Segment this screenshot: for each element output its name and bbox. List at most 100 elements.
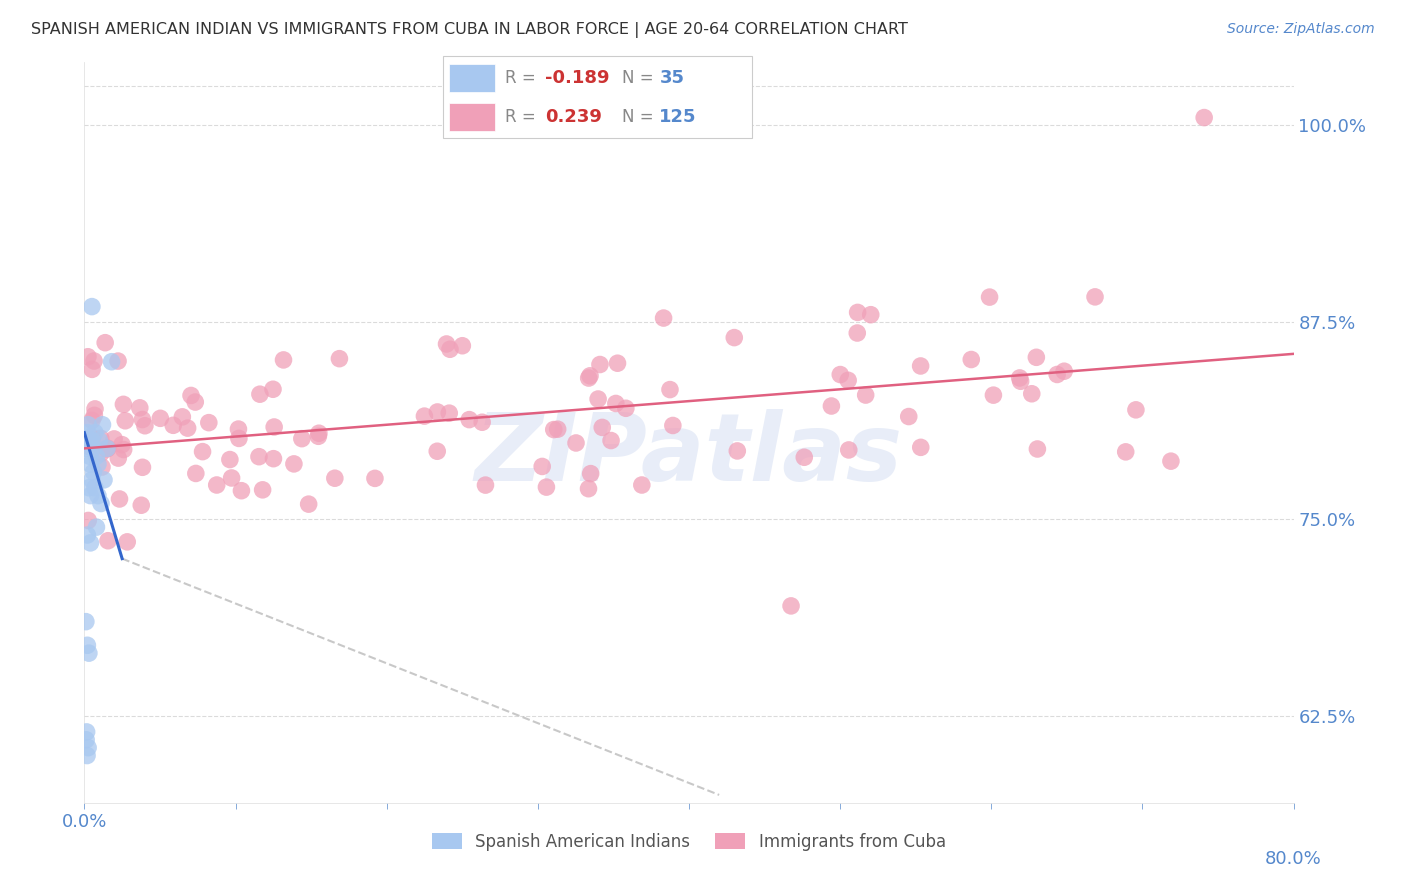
Text: R =: R = [505, 108, 546, 126]
Point [79, 536, 101, 550]
Point [1084, 290, 1107, 304]
Point [291, 432, 314, 446]
Point [79, 457, 101, 471]
Point [439, 406, 461, 420]
Text: 125: 125 [659, 108, 697, 126]
Point [115, 534, 138, 549]
Point [591, 420, 613, 434]
Point [252, 483, 274, 497]
Point [76, 528, 98, 542]
Point [606, 356, 628, 370]
Point [221, 471, 243, 485]
Point [910, 359, 932, 373]
Point [184, 467, 207, 481]
Point [82, 362, 104, 376]
Point [228, 431, 250, 445]
Point [77, 434, 100, 448]
Text: 0.239: 0.239 [546, 108, 602, 126]
Point [84, 401, 107, 416]
Point [89, 434, 111, 448]
Point [298, 497, 321, 511]
Point [149, 411, 172, 425]
Text: SPANISH AMERICAN INDIAN VS IMMIGRANTS FROM CUBA IN LABOR FORCE | AGE 20-64 CORRE: SPANISH AMERICAN INDIAN VS IMMIGRANTS FR… [31, 22, 908, 38]
Point [77, 439, 100, 453]
Point [846, 326, 869, 340]
Point [91, 460, 114, 475]
Point [723, 330, 745, 344]
Point [725, 444, 748, 458]
Point [134, 418, 156, 433]
Point [84, 481, 107, 495]
Point [76, 434, 98, 448]
Point [107, 451, 129, 466]
Point [111, 437, 134, 451]
Point [262, 382, 284, 396]
Text: 80.0%: 80.0% [1265, 850, 1322, 868]
Point [176, 421, 198, 435]
Point [128, 401, 150, 415]
Point [565, 436, 588, 450]
Point [87, 457, 110, 471]
Point [652, 311, 675, 326]
Point [1046, 368, 1069, 382]
Text: Source: ZipAtlas.com: Source: ZipAtlas.com [1227, 22, 1375, 37]
Point [93, 473, 115, 487]
Point [205, 478, 228, 492]
Point [328, 351, 350, 366]
Point [114, 414, 136, 428]
Point [172, 409, 194, 424]
Point [219, 452, 242, 467]
Point [262, 451, 284, 466]
Point [77, 513, 100, 527]
Point [82, 430, 104, 444]
Point [531, 459, 554, 474]
Point [80, 473, 103, 487]
Point [426, 444, 449, 458]
Point [910, 441, 932, 455]
Point [228, 422, 250, 436]
Text: N =: N = [623, 108, 659, 126]
Point [83, 409, 105, 423]
Text: -0.189: -0.189 [546, 70, 609, 87]
Point [586, 392, 609, 406]
Point [589, 358, 612, 372]
Legend: Spanish American Indians, Immigrants from Cuba: Spanish American Indians, Immigrants fro… [426, 826, 952, 857]
Point [75, 732, 97, 747]
Point [547, 422, 569, 436]
Point [579, 467, 602, 481]
Text: ZIPatlas: ZIPatlas [475, 409, 903, 500]
Point [90, 446, 112, 460]
Point [439, 343, 461, 357]
Point [897, 409, 920, 424]
Point [1021, 386, 1043, 401]
Point [1010, 374, 1032, 388]
Point [231, 483, 253, 498]
Point [247, 450, 270, 464]
Point [112, 397, 135, 411]
Point [184, 395, 207, 409]
Text: 35: 35 [659, 70, 685, 87]
Point [614, 401, 637, 416]
Point [630, 478, 652, 492]
Point [107, 354, 129, 368]
Point [426, 405, 449, 419]
Point [77, 417, 100, 432]
FancyBboxPatch shape [449, 103, 495, 131]
Point [77, 350, 100, 364]
Point [80, 434, 103, 448]
Point [960, 352, 983, 367]
Point [1115, 445, 1137, 459]
Point [283, 457, 305, 471]
Point [855, 388, 877, 402]
Point [80, 300, 103, 314]
Point [86, 449, 108, 463]
Point [308, 426, 330, 441]
Point [97, 442, 120, 456]
Text: R =: R = [505, 70, 541, 87]
Point [83, 354, 105, 368]
Point [90, 431, 112, 445]
Point [162, 418, 184, 433]
Point [1160, 454, 1182, 468]
Point [1125, 402, 1147, 417]
Point [838, 442, 860, 457]
